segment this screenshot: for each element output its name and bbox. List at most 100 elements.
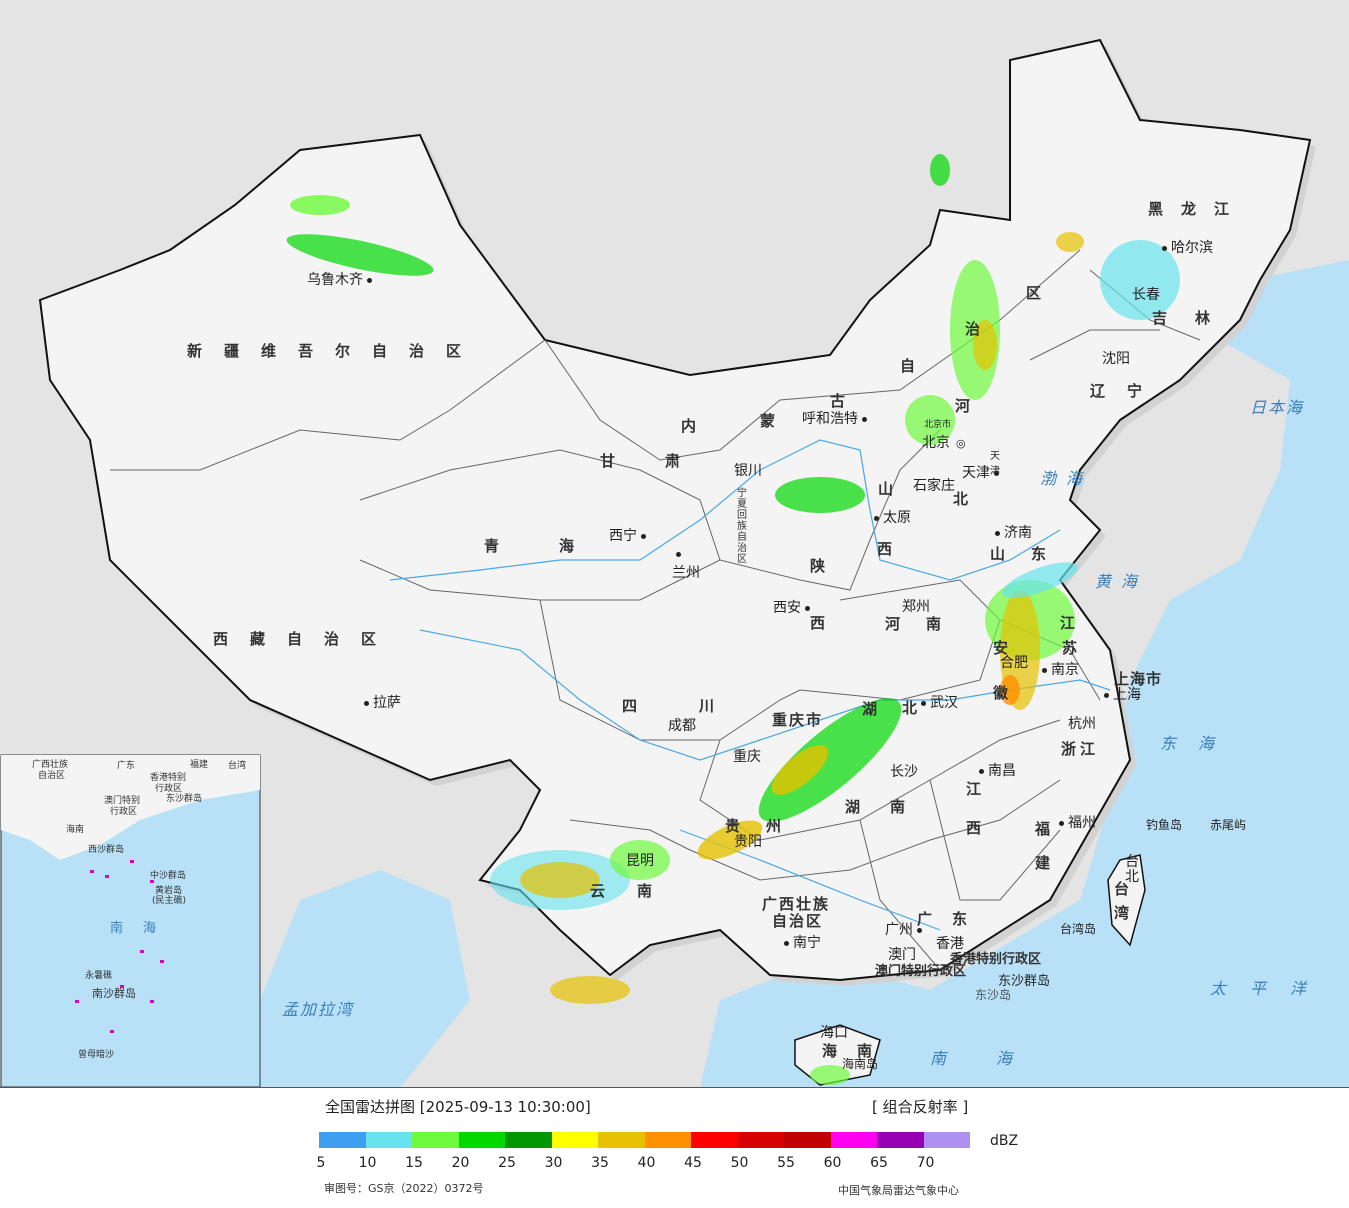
legend-tick: 25 <box>498 1155 516 1171</box>
legend-tick: 35 <box>591 1155 609 1171</box>
inset-guangxi-2: 自治区 <box>38 771 66 781</box>
legend-tick: 70 <box>916 1155 935 1171</box>
color-swatch <box>598 1132 645 1148</box>
label-hunan: 湖南 <box>845 798 936 816</box>
label-fujian-2: 建 <box>1035 854 1073 872</box>
inset-zhongsha: 中沙群岛 <box>150 871 187 881</box>
label-hainan: 海南 <box>822 1042 893 1060</box>
label-xizang: 西藏自治区 <box>213 630 399 648</box>
china-outline <box>38 38 1312 982</box>
label-jiangsu-1: 江 <box>1060 614 1098 632</box>
city-xining: 西宁 <box>609 525 650 545</box>
label-anhui-2: 徽 <box>993 684 1031 702</box>
legend-tick: 40 <box>637 1155 656 1171</box>
label-gansu: 甘肃 <box>600 452 731 470</box>
taiwan-island <box>1107 854 1146 947</box>
color-swatch <box>319 1132 366 1148</box>
legend-tick: 15 <box>405 1155 423 1171</box>
city-dot <box>995 530 1000 536</box>
city-dot <box>1162 245 1167 251</box>
label-shaanxi-1: 陕 <box>810 557 848 575</box>
bay-of-bengal <box>260 870 470 1087</box>
label-shanxi-2: 西 <box>877 540 915 558</box>
city-fuzhou: 福州 <box>1055 812 1096 832</box>
city-dot <box>921 700 926 706</box>
inset-aomen-2: 行政区 <box>110 807 138 817</box>
label-liaoning: 辽宁 <box>1090 382 1165 400</box>
island-diaoyudao: 钓鱼岛 <box>1146 818 1183 832</box>
city-zhengzhou: 郑州 <box>902 599 930 615</box>
inset-guangdong: 广东 <box>117 761 136 771</box>
city-dot <box>862 416 867 422</box>
city-xian: 西安 <box>773 597 814 617</box>
label-neimenggu-6: 区 <box>1026 284 1064 302</box>
label-beijingshi: 北京市 <box>924 420 952 430</box>
inset-taiwan: 台湾 <box>228 761 247 771</box>
city-wuhan: 武汉 <box>917 692 958 712</box>
label-tianjinshi: 天津 <box>990 451 1000 477</box>
map-canvas <box>0 0 1349 1087</box>
city-haerbin: 哈尔滨 <box>1158 237 1213 257</box>
inset-xianggang-2: 行政区 <box>155 784 183 794</box>
city-taiyuan: 太原 <box>870 507 911 527</box>
color-swatch <box>737 1132 784 1148</box>
label-neimenggu-1: 内 <box>681 417 719 435</box>
label-fujian-1: 福 <box>1035 820 1073 838</box>
sea-bohai: 渤海 <box>1040 469 1093 488</box>
city-nanning: 南宁 <box>780 932 821 952</box>
label-jiangxi-2: 西 <box>966 819 1004 837</box>
city-lasa: 拉萨 <box>360 692 401 712</box>
label-hebei-2: 北 <box>953 490 991 508</box>
legend-tick: 10 <box>358 1155 377 1171</box>
island-dongshadao: 东沙岛 <box>975 988 1012 1002</box>
legend-tick: 45 <box>684 1155 702 1171</box>
radar-echoes <box>286 154 1180 1085</box>
label-shanxi-1: 山 <box>878 480 916 498</box>
label-chongqing: 重庆市 <box>772 711 824 729</box>
city-dot <box>676 551 681 557</box>
inset-huangyan-2: (民主礁) <box>152 896 187 906</box>
color-swatch <box>365 1132 412 1148</box>
legend-tick: 65 <box>870 1155 888 1171</box>
color-swatch <box>923 1132 970 1148</box>
label-anhui-1: 安 <box>993 639 1031 657</box>
city-jinan: 济南 <box>991 522 1032 542</box>
label-jilin: 吉林 <box>1152 309 1239 327</box>
city-dot <box>641 533 646 539</box>
label-zhejiang: 浙江 <box>1061 740 1100 758</box>
label-hubei-1: 湖 <box>862 700 900 718</box>
city-nanjing: 南京 <box>1038 659 1079 679</box>
color-swatch <box>830 1132 877 1148</box>
city-dot <box>1059 820 1064 826</box>
label-xinjiang: 新疆维吾尔自治区 <box>187 342 484 360</box>
island-hainandao: 海南岛 <box>842 1057 879 1071</box>
color-swatch <box>784 1132 831 1148</box>
inset-huangyan: 黄岩岛 <box>155 886 183 896</box>
legend-tick: 5 <box>316 1155 326 1171</box>
legend-tick: 50 <box>730 1155 749 1171</box>
city-tianjin: 天津 <box>962 462 1003 482</box>
label-guangdong: 广东 <box>917 910 988 928</box>
city-dot <box>979 768 984 774</box>
city-shanghai: 上海 <box>1100 684 1141 704</box>
color-swatch <box>691 1132 738 1148</box>
inset-dongsha: 东沙群岛 <box>166 794 203 804</box>
city-guangzhou: 广州 <box>885 919 926 939</box>
city-lanzhou: 兰州 <box>672 546 700 582</box>
label-xianggang-sar: 香港特别行政区 <box>950 952 1042 967</box>
city-nanchang: 南昌 <box>975 760 1016 780</box>
city-dot <box>784 940 789 946</box>
label-shanghai: 上海市 <box>1114 670 1163 688</box>
city-guiyang: 贵阳 <box>734 834 762 850</box>
city-changsha: 长沙 <box>890 764 918 780</box>
label-guangxi-1: 广西壮族 <box>762 895 831 913</box>
city-yinchuan: 银川 <box>734 463 762 479</box>
city-beijing: 北京 ◎ <box>922 435 966 451</box>
inset-xisha: 西沙群岛 <box>88 845 125 855</box>
city-huhehaote: 呼和浩特 <box>802 408 871 428</box>
island-dongshaqundao: 东沙群岛 <box>998 974 1051 989</box>
label-qinghai: 青海 <box>484 537 635 555</box>
city-shijiazhuang: 石家庄 <box>913 478 955 494</box>
radar-map: 新疆维吾尔自治区 西藏自治区 青海 甘肃 内 蒙 古 自 治 区 黑龙江 吉林 … <box>0 0 1349 1088</box>
label-hubei-2: 北 <box>902 699 940 717</box>
